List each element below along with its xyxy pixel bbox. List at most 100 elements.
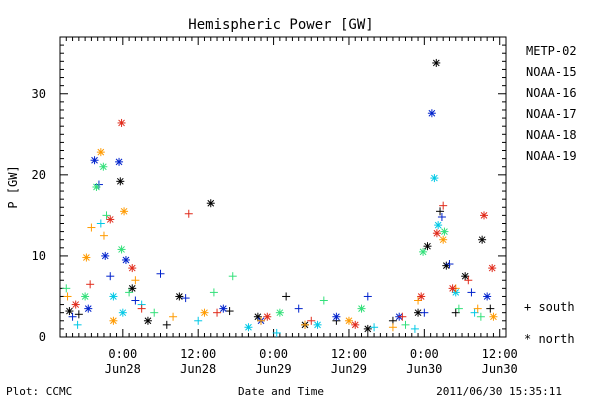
- data-point: [175, 292, 184, 301]
- data-point: [156, 269, 165, 278]
- data-point: [476, 312, 485, 321]
- data-point: [294, 304, 303, 313]
- legend-entry: NOAA-18: [526, 128, 577, 142]
- data-point: [419, 247, 428, 256]
- data-point: [470, 308, 479, 317]
- data-point: [388, 323, 397, 332]
- data-point: [81, 292, 90, 301]
- data-point: [86, 280, 95, 289]
- data-point: [73, 320, 82, 329]
- x-tick-date-label: Jun30: [482, 362, 518, 376]
- data-point: [213, 308, 222, 317]
- data-point: [102, 211, 111, 220]
- data-point: [150, 308, 159, 317]
- data-point: [357, 304, 366, 313]
- x-tick-time-label: 0:00: [108, 347, 137, 361]
- data-point: [117, 118, 126, 127]
- legend-entry: NOAA-19: [526, 149, 577, 163]
- data-point: [432, 229, 441, 238]
- marker-legend-entry: * north: [524, 332, 575, 346]
- legend-entry: NOAA-15: [526, 65, 577, 79]
- data-points: [62, 58, 498, 337]
- data-point: [275, 308, 284, 317]
- data-point: [486, 304, 495, 313]
- data-point: [84, 304, 93, 313]
- data-point: [118, 308, 127, 317]
- legend-entry: NOAA-17: [526, 107, 577, 121]
- data-point: [92, 183, 101, 191]
- data-point: [370, 323, 379, 332]
- data-point: [253, 312, 262, 321]
- x-tick-time-label: 0:00: [259, 347, 288, 361]
- data-point: [209, 288, 218, 297]
- x-tick-time-label: 0:00: [410, 347, 439, 361]
- data-point: [417, 292, 426, 301]
- data-point: [115, 157, 124, 166]
- data-point: [489, 312, 498, 321]
- data-point: [332, 312, 341, 321]
- data-point: [109, 316, 118, 325]
- data-point: [451, 308, 460, 317]
- data-point: [420, 308, 429, 317]
- data-point: [74, 310, 83, 319]
- data-point: [137, 304, 146, 313]
- data-point: [131, 276, 140, 285]
- y-tick-label: 0: [39, 330, 46, 344]
- plot-timestamp: 2011/06/30 15:35:11: [436, 385, 562, 398]
- x-axis-label: Date and Time: [238, 385, 324, 398]
- x-tick-time-label: 12:00: [180, 347, 216, 361]
- data-point: [228, 272, 237, 281]
- data-point: [90, 156, 99, 165]
- data-point: [461, 272, 470, 281]
- data-point: [307, 316, 316, 325]
- x-tick-time-label: 12:00: [331, 347, 367, 361]
- legend: METP-02 NOAA-15 NOAA-16 NOAA-17 NOAA-18 NOAA-…: [526, 44, 577, 163]
- data-point: [244, 323, 253, 332]
- data-point: [414, 296, 423, 305]
- chart-title: Hemispheric Power [GW]: [188, 17, 373, 33]
- data-point: [225, 307, 234, 316]
- marker-legend: + south * north: [524, 300, 575, 346]
- data-point: [440, 227, 449, 236]
- data-point: [401, 320, 410, 329]
- x-axis: 0:00Jun2812:00Jun280:00Jun2912:00Jun290:…: [65, 37, 518, 376]
- data-point: [131, 296, 140, 305]
- data-point: [116, 177, 125, 186]
- data-point: [473, 304, 482, 313]
- data-point: [448, 284, 457, 293]
- data-point: [143, 316, 152, 325]
- data-point: [282, 292, 291, 301]
- data-point: [109, 292, 118, 301]
- data-point: [263, 312, 272, 321]
- y-tick-label: 20: [32, 168, 46, 182]
- data-point: [313, 320, 322, 329]
- data-point: [99, 162, 108, 171]
- data-point: [106, 215, 115, 224]
- data-point: [257, 316, 266, 325]
- data-point: [478, 235, 487, 244]
- data-point: [464, 276, 473, 285]
- data-point: [169, 312, 178, 321]
- data-point: [488, 264, 497, 273]
- data-point: [117, 245, 126, 254]
- legend-entry: NOAA-16: [526, 86, 577, 100]
- data-point: [71, 300, 80, 309]
- data-point: [439, 201, 448, 210]
- y-tick-label: 10: [32, 249, 46, 263]
- data-point: [125, 288, 134, 297]
- y-tick-label: 30: [32, 87, 46, 101]
- plot-credit: Plot: CCMC: [6, 385, 72, 398]
- data-point: [344, 316, 353, 325]
- data-point: [436, 207, 445, 216]
- data-point: [319, 296, 328, 305]
- data-point: [63, 292, 72, 301]
- data-point: [445, 260, 454, 269]
- data-point: [128, 284, 137, 293]
- data-point: [398, 312, 407, 321]
- x-tick-date-label: Jun29: [256, 362, 292, 376]
- data-point: [454, 304, 463, 313]
- data-point: [363, 292, 372, 301]
- data-point: [480, 211, 489, 220]
- x-tick-date-label: Jun30: [406, 362, 442, 376]
